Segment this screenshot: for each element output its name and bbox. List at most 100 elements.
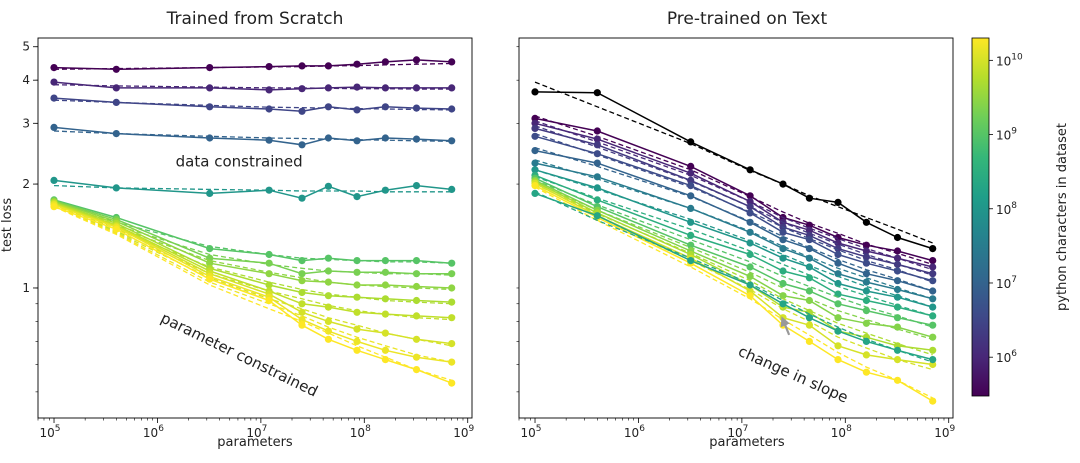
data-point	[805, 194, 814, 202]
data-point	[929, 356, 937, 364]
fit-line	[534, 147, 933, 292]
data-point	[834, 356, 842, 364]
data-point	[593, 173, 601, 181]
data-point	[412, 282, 421, 291]
data-point	[862, 218, 871, 226]
data-point	[862, 319, 871, 327]
series	[531, 132, 937, 285]
data-point	[381, 346, 389, 354]
data-point	[50, 78, 58, 86]
data-point	[862, 270, 871, 278]
series-line	[534, 181, 933, 352]
data-point	[448, 298, 456, 306]
series	[50, 201, 456, 366]
data-point	[893, 356, 902, 364]
data-point	[265, 63, 273, 71]
colorbar-bar	[971, 37, 990, 397]
x-tick-label: 108	[831, 424, 852, 440]
x-axis-label: parameters	[217, 435, 293, 450]
fit-line	[534, 183, 933, 356]
data-point	[298, 288, 306, 297]
x-tick-label: 106	[143, 424, 164, 440]
data-point	[324, 278, 332, 286]
data-point	[50, 64, 58, 72]
series-line	[534, 184, 934, 402]
data-point	[929, 295, 937, 303]
data-point	[779, 236, 787, 244]
data-point	[353, 106, 361, 114]
data-point	[805, 274, 814, 282]
data-point	[929, 263, 937, 271]
data-point	[746, 281, 754, 289]
data-point	[298, 194, 306, 202]
fit-line	[53, 200, 452, 276]
series	[531, 171, 937, 320]
data-point	[805, 254, 814, 262]
data-point	[834, 239, 842, 247]
data-point	[593, 89, 601, 97]
y-tick-label: 2	[22, 177, 30, 191]
series-line	[534, 169, 933, 308]
series-line	[534, 162, 933, 300]
data-point	[381, 186, 389, 194]
data-point	[893, 376, 902, 384]
data-point	[929, 397, 937, 405]
fit-line	[53, 205, 452, 363]
data-point	[593, 127, 601, 135]
data-point	[298, 257, 306, 265]
data-point	[929, 277, 937, 285]
data-point	[324, 267, 332, 275]
series-line	[53, 199, 452, 264]
data-point	[448, 358, 456, 366]
data-point	[687, 169, 695, 177]
data-point	[50, 94, 58, 102]
data-point	[862, 368, 871, 376]
data-point	[893, 260, 902, 268]
data-point	[265, 186, 273, 194]
data-point	[112, 65, 120, 73]
data-point	[779, 228, 787, 236]
data-point	[779, 254, 787, 262]
data-point	[353, 337, 361, 345]
data-point	[50, 176, 58, 184]
data-point	[324, 62, 332, 70]
data-point	[805, 308, 814, 316]
data-point	[862, 296, 871, 305]
data-point	[206, 259, 214, 267]
data-point	[893, 285, 902, 294]
data-point	[834, 300, 842, 308]
data-point	[353, 293, 361, 301]
data-point	[298, 277, 306, 285]
data-point	[746, 272, 754, 280]
series	[50, 56, 456, 73]
data-point	[448, 58, 456, 66]
data-point	[805, 321, 814, 329]
data-point	[381, 310, 389, 318]
panel-title: Trained from Scratch	[166, 9, 344, 29]
data-point	[834, 233, 842, 242]
data-point	[353, 308, 361, 316]
data-point	[324, 134, 332, 142]
x-tick-label: 108	[350, 424, 371, 440]
y-tick-label: 5	[22, 40, 30, 54]
series	[50, 176, 456, 202]
series-line	[53, 59, 452, 71]
data-point	[893, 277, 902, 285]
data-point	[412, 335, 421, 343]
data-point	[448, 105, 456, 113]
data-point	[298, 270, 306, 278]
colorbar-tick-label: 109	[996, 127, 1017, 143]
panel-pre-trained-on-text: Pre-trained on Text parameters 105 106 107…	[516, 9, 955, 450]
data-point	[929, 287, 937, 295]
data-point	[805, 337, 814, 345]
y-tick-label: 1	[22, 281, 30, 295]
colorbar-label: python characters in dataset	[1055, 123, 1070, 311]
data-point	[531, 189, 539, 197]
data-point	[412, 182, 421, 190]
series-line	[534, 122, 933, 268]
data-point	[862, 337, 871, 345]
data-point	[779, 300, 787, 308]
series	[50, 200, 456, 348]
